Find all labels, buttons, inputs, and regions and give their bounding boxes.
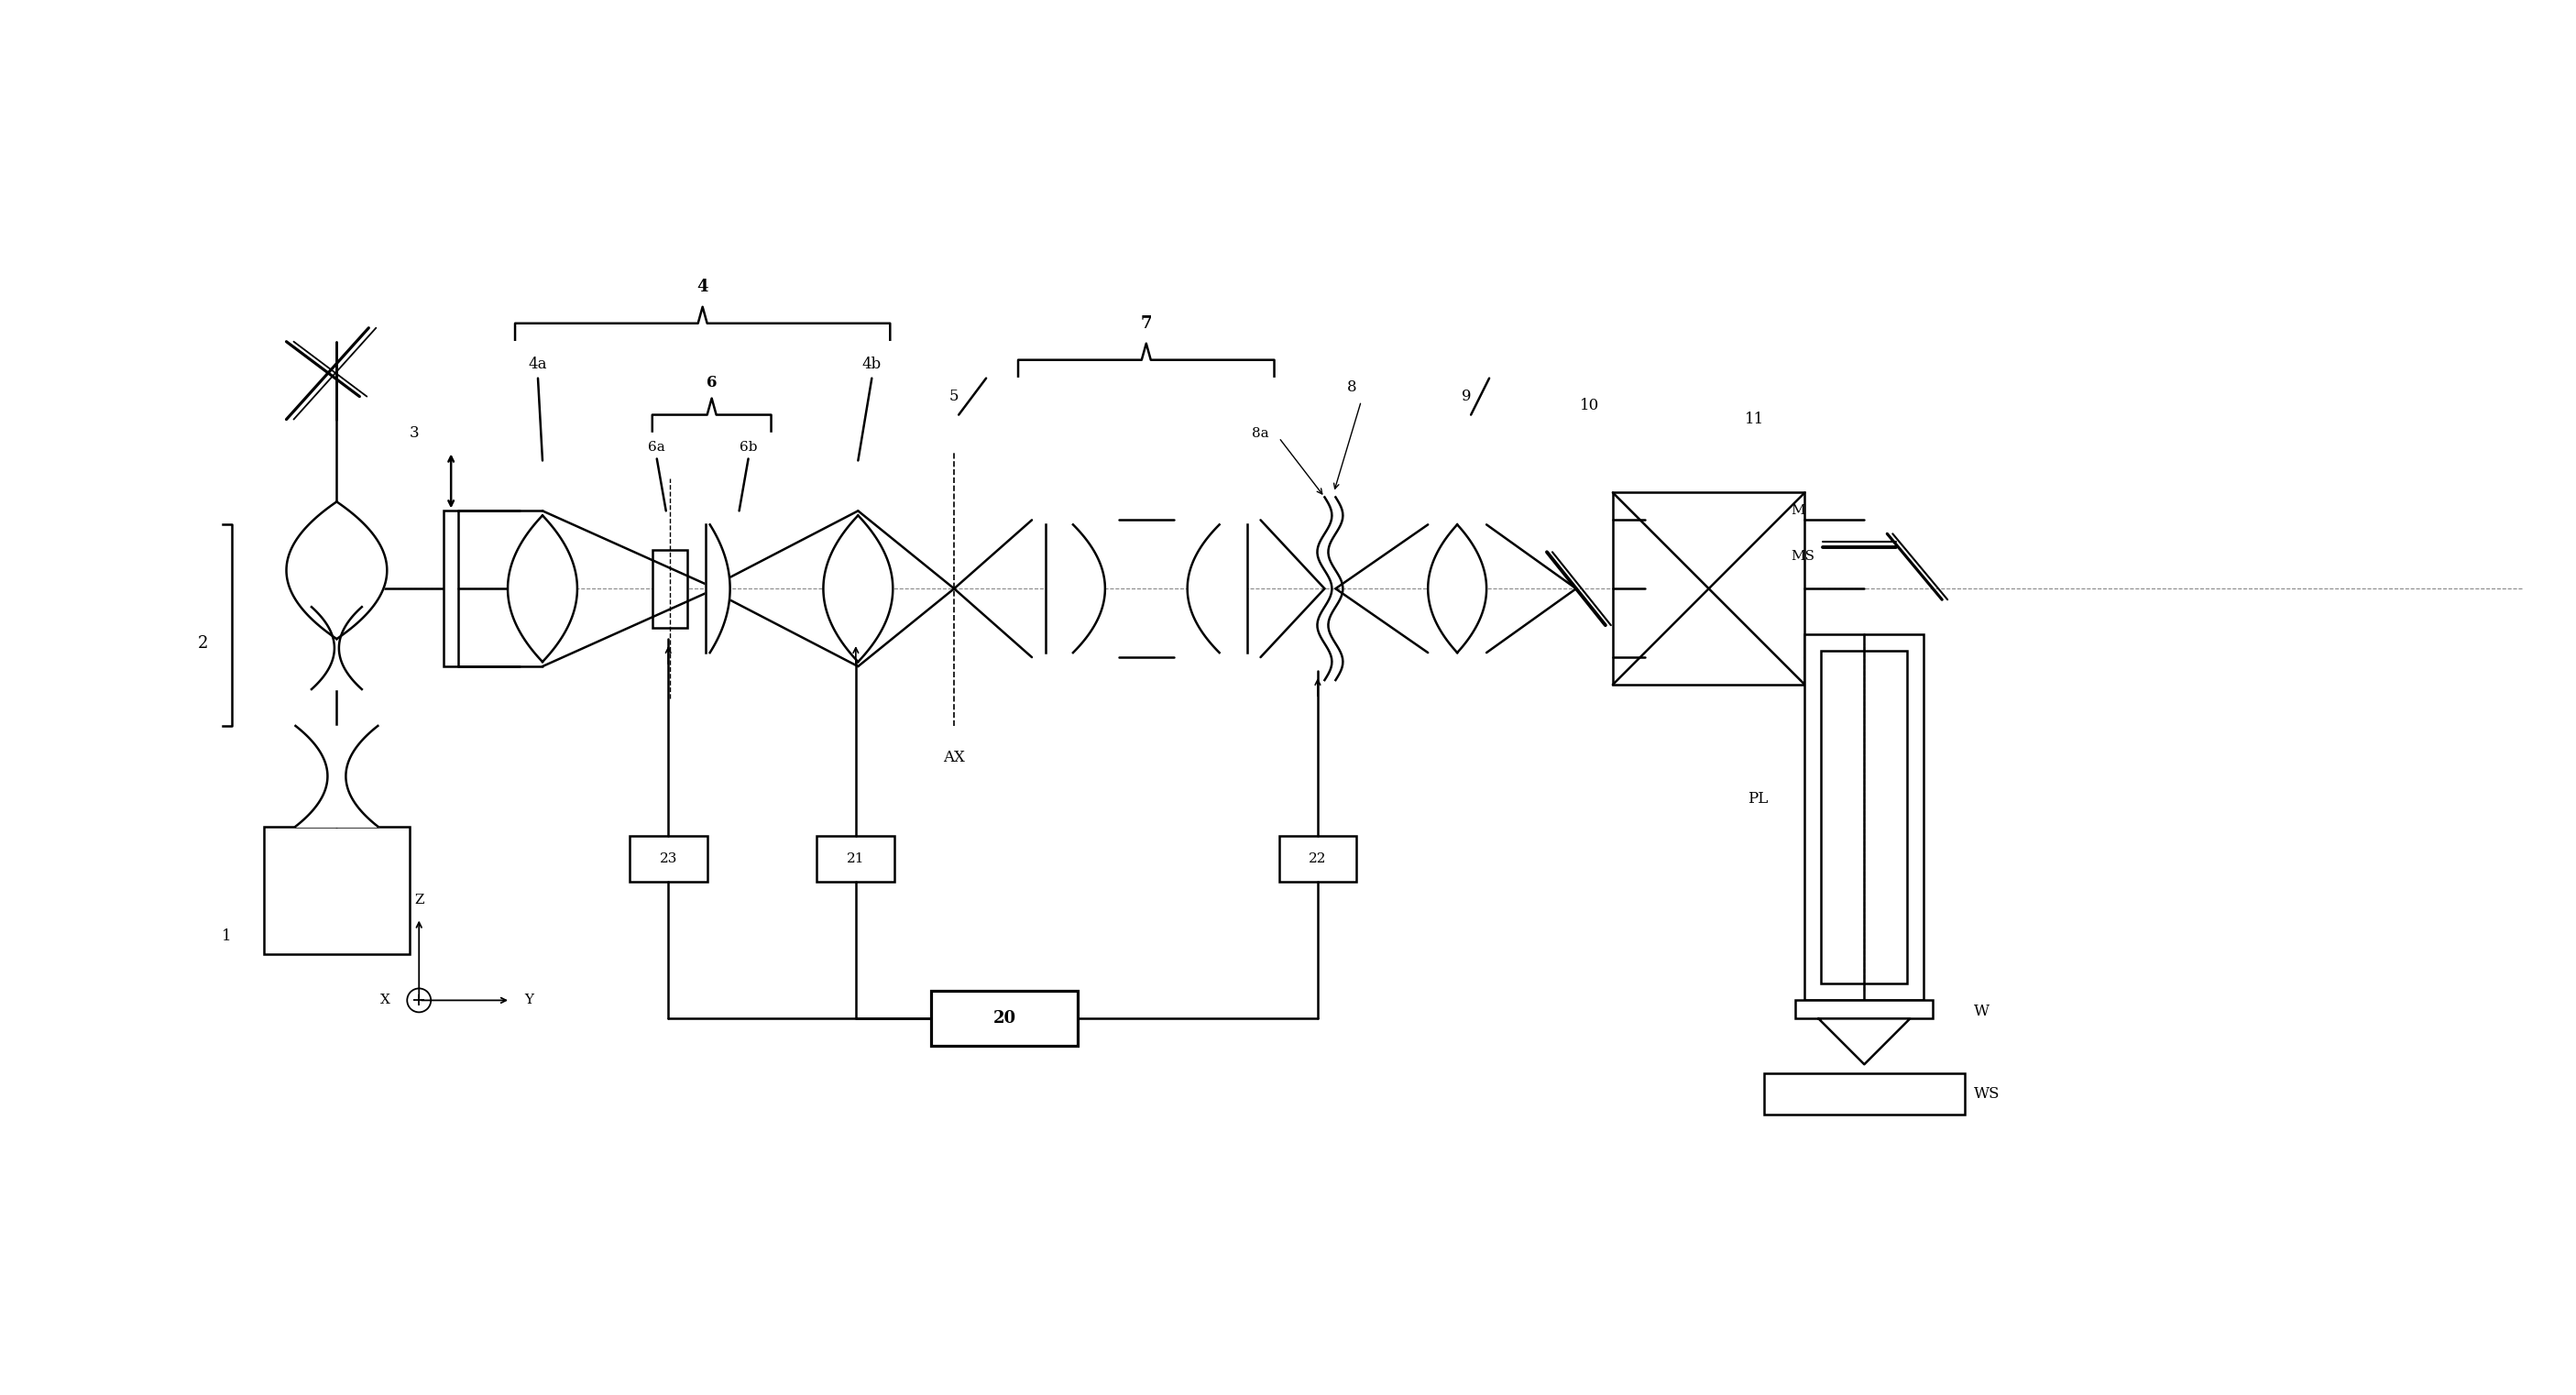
Text: 22: 22 [1309,852,1327,865]
Text: 3: 3 [410,425,420,441]
Bar [1278,836,1358,882]
Text: 8a: 8a [1252,427,1270,439]
Text: W: W [1973,1003,1989,1020]
Text: 7: 7 [1141,315,1151,332]
Text: M: M [1790,505,1806,518]
Text: 20: 20 [992,1010,1015,1027]
Bar [1613,492,1806,685]
Text: WS: WS [1973,1087,1999,1102]
Bar [443,511,459,667]
Text: 6b: 6b [739,441,757,453]
Text: 5: 5 [951,389,958,405]
Text: PL: PL [1749,791,1767,806]
Text: 11: 11 [1744,412,1765,427]
Text: MS: MS [1790,550,1816,564]
Text: X: X [379,993,389,1007]
Text: 6a: 6a [649,441,665,453]
Text: 4b: 4b [863,357,881,372]
Text: 1: 1 [222,929,232,944]
Bar [1821,651,1906,983]
Text: Y: Y [523,993,533,1007]
Bar [263,826,410,954]
Text: 4a: 4a [528,357,546,372]
Polygon shape [1819,1018,1909,1064]
Text: 23: 23 [659,852,677,865]
Bar [629,836,708,882]
Text: 8: 8 [1347,379,1358,395]
Bar [817,836,894,882]
Text: 10: 10 [1579,398,1600,413]
Text: 2: 2 [198,635,209,651]
Text: 21: 21 [848,852,866,865]
Text: Z: Z [415,893,425,907]
Text: 4: 4 [698,279,708,294]
Bar [1806,635,1924,1000]
Text: 9: 9 [1461,389,1471,405]
Bar [933,992,1077,1046]
Bar [1795,1000,1932,1018]
Bar [652,550,688,628]
Bar [1765,1074,1965,1115]
Text: 6: 6 [706,375,716,391]
Text: AX: AX [943,751,966,766]
